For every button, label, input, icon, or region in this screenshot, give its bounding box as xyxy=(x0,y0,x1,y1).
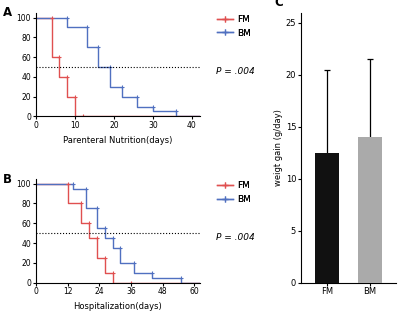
Legend: FM, BM: FM, BM xyxy=(217,181,251,204)
Text: P = .004: P = .004 xyxy=(216,67,255,76)
Text: C: C xyxy=(274,0,283,9)
Text: A: A xyxy=(3,6,12,19)
Text: P = .004: P = .004 xyxy=(216,233,255,242)
X-axis label: Hospitalization(days): Hospitalization(days) xyxy=(74,302,162,311)
Y-axis label: weigt gain (g/day): weigt gain (g/day) xyxy=(274,109,283,186)
Bar xyxy=(358,137,382,283)
X-axis label: Parenteral Nutrition(days): Parenteral Nutrition(days) xyxy=(63,136,172,145)
Text: B: B xyxy=(3,172,12,186)
Bar xyxy=(315,153,339,283)
Legend: FM, BM: FM, BM xyxy=(217,15,251,37)
